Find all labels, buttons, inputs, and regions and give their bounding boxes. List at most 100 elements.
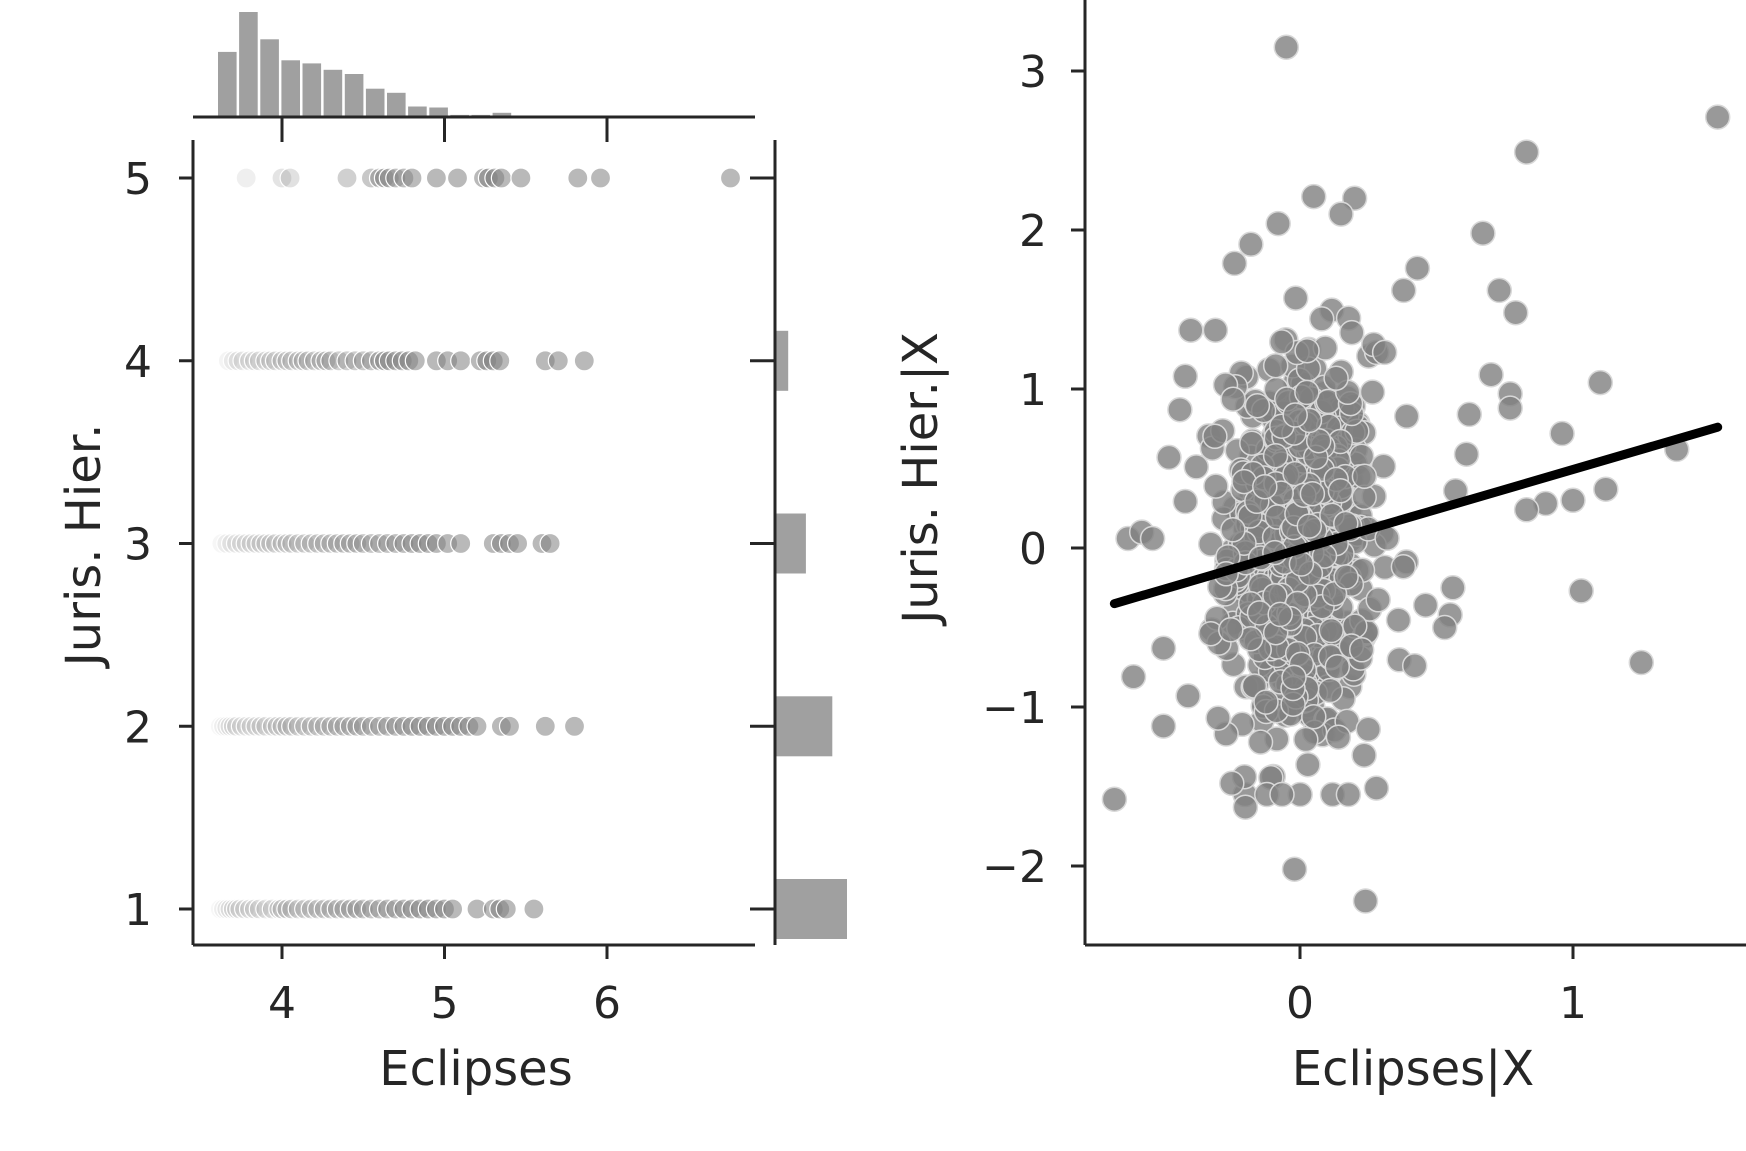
joint-point-4-3 <box>232 350 254 372</box>
regression-outlier-36 <box>1150 635 1177 661</box>
regression-outlier-44 <box>1202 317 1229 343</box>
regression-outlier-30 <box>1363 775 1390 801</box>
joint-x-axis-title: Eclipses <box>379 1041 572 1097</box>
y-hist-bar-2 <box>775 696 833 757</box>
joint-point-4-34 <box>450 350 472 372</box>
joint-point-5-19 <box>589 167 612 189</box>
regression-tick-labels: 0 1 −2 −1 0 1 2 3 <box>982 47 1587 1029</box>
joint-point-1-38 <box>442 898 464 920</box>
joint-point-4-12 <box>281 350 303 372</box>
regression-point <box>1262 352 1289 379</box>
regression-outlier-4 <box>1486 277 1513 304</box>
x-hist-bar-8 <box>387 92 406 117</box>
joint-point-5-10 <box>401 167 423 189</box>
joint-x-tick-label: 6 <box>593 978 621 1029</box>
regression-point <box>1282 402 1308 428</box>
joint-point-2-28 <box>360 715 382 737</box>
regression-point <box>1351 742 1377 768</box>
regression-point <box>1172 488 1199 515</box>
regression-outlier-16 <box>1549 420 1575 447</box>
joint-point-4-41 <box>573 350 595 372</box>
regression-point <box>1390 553 1417 580</box>
joint-plot-axes <box>179 140 755 959</box>
regression-outlier-22 <box>1593 476 1619 502</box>
regression-point <box>1333 564 1359 590</box>
regression-point <box>1327 478 1354 504</box>
regression-point <box>1252 473 1278 500</box>
joint-point-4-5 <box>243 350 265 372</box>
regression-point <box>1294 337 1320 364</box>
regression-outlier-13 <box>1478 361 1504 388</box>
regression-outlier-12 <box>1456 401 1483 428</box>
joint-scatter-points <box>209 167 742 920</box>
regression-point <box>1253 689 1279 715</box>
regression-point <box>1295 751 1321 778</box>
joint-point-5-16 <box>490 167 512 189</box>
joint-point-5-20 <box>719 167 742 189</box>
regression-outlier-32 <box>1352 888 1379 914</box>
regression-outlier-7 <box>1390 277 1417 304</box>
joint-point-5-1 <box>271 167 293 189</box>
regression-point <box>1318 617 1344 644</box>
regression-point <box>1244 392 1271 419</box>
joint-point-3-25 <box>352 532 374 555</box>
marginal-x-histogram <box>193 12 755 142</box>
joint-point-2-44 <box>534 715 556 737</box>
regression-point <box>1268 329 1295 355</box>
regression-outlier-53 <box>1328 201 1354 227</box>
regression-point <box>1262 442 1289 469</box>
regression-y-tick-label: 2 <box>1019 206 1047 257</box>
joint-point-2-43 <box>498 715 521 737</box>
joint-point-2-27 <box>352 715 374 737</box>
regression-point <box>1281 664 1307 691</box>
regression-outlier-20 <box>1560 487 1586 514</box>
regression-outlier-5 <box>1502 299 1529 326</box>
joint-plot-panel: 4 5 6 1 2 3 4 5 Eclipses Juris. Hier. <box>56 12 847 1097</box>
regression-outlier-28 <box>1412 592 1439 618</box>
regression-point <box>1339 319 1365 346</box>
joint-point-5-18 <box>567 167 589 189</box>
joint-x-tick-label: 4 <box>268 978 296 1029</box>
regression-point <box>1393 403 1420 430</box>
regression-outlier-1 <box>1704 104 1731 130</box>
regression-y-axis-title: Juris. Hier.|X <box>893 332 949 627</box>
regression-point <box>1269 781 1295 808</box>
joint-point-4-20 <box>328 350 350 372</box>
joint-point-5-2 <box>279 167 301 189</box>
x-hist-bar-5 <box>323 69 343 118</box>
regression-scatter-points <box>1101 34 1731 914</box>
regression-outlier-50 <box>1265 210 1291 237</box>
joint-point-3-40 <box>506 532 529 555</box>
regression-point <box>1203 473 1229 499</box>
regression-point <box>1218 617 1244 643</box>
regression-outlier-29 <box>1401 652 1428 679</box>
regression-point <box>1351 463 1378 490</box>
joint-point-2-26 <box>346 715 368 737</box>
joint-point-1-43 <box>523 898 545 920</box>
x-hist-bar-3 <box>281 60 300 117</box>
joint-point-4-38 <box>489 350 511 372</box>
regression-outlier-33 <box>1281 856 1308 882</box>
joint-point-4-22 <box>344 350 366 372</box>
regression-point <box>1282 285 1309 311</box>
joint-point-5-12 <box>446 167 469 189</box>
regression-outlier-2 <box>1513 139 1540 165</box>
joint-point-5-3 <box>336 167 358 189</box>
regression-x-tick-label: 1 <box>1559 978 1587 1029</box>
regression-point <box>1282 460 1308 487</box>
partial-regression-panel: 0 1 −2 −1 0 1 2 3 Eclipses|X Juris. Hier.|X <box>893 0 1746 1097</box>
joint-point-3-24 <box>346 532 368 555</box>
joint-point-2-41 <box>466 715 488 737</box>
x-hist-bar-0 <box>218 51 237 117</box>
regression-point <box>1324 653 1351 680</box>
joint-y-tick-label: 3 <box>124 520 152 571</box>
regression-outlier-17 <box>1587 369 1614 396</box>
regression-point <box>1317 677 1344 704</box>
joint-point-4-9 <box>264 350 287 372</box>
joint-point-3-27 <box>368 532 391 555</box>
regression-point <box>1220 517 1246 543</box>
x-hist-bar-1 <box>239 12 258 117</box>
joint-point-2-29 <box>368 715 391 737</box>
regression-outlier-24 <box>1628 649 1655 676</box>
y-hist-bar-3 <box>775 513 806 574</box>
